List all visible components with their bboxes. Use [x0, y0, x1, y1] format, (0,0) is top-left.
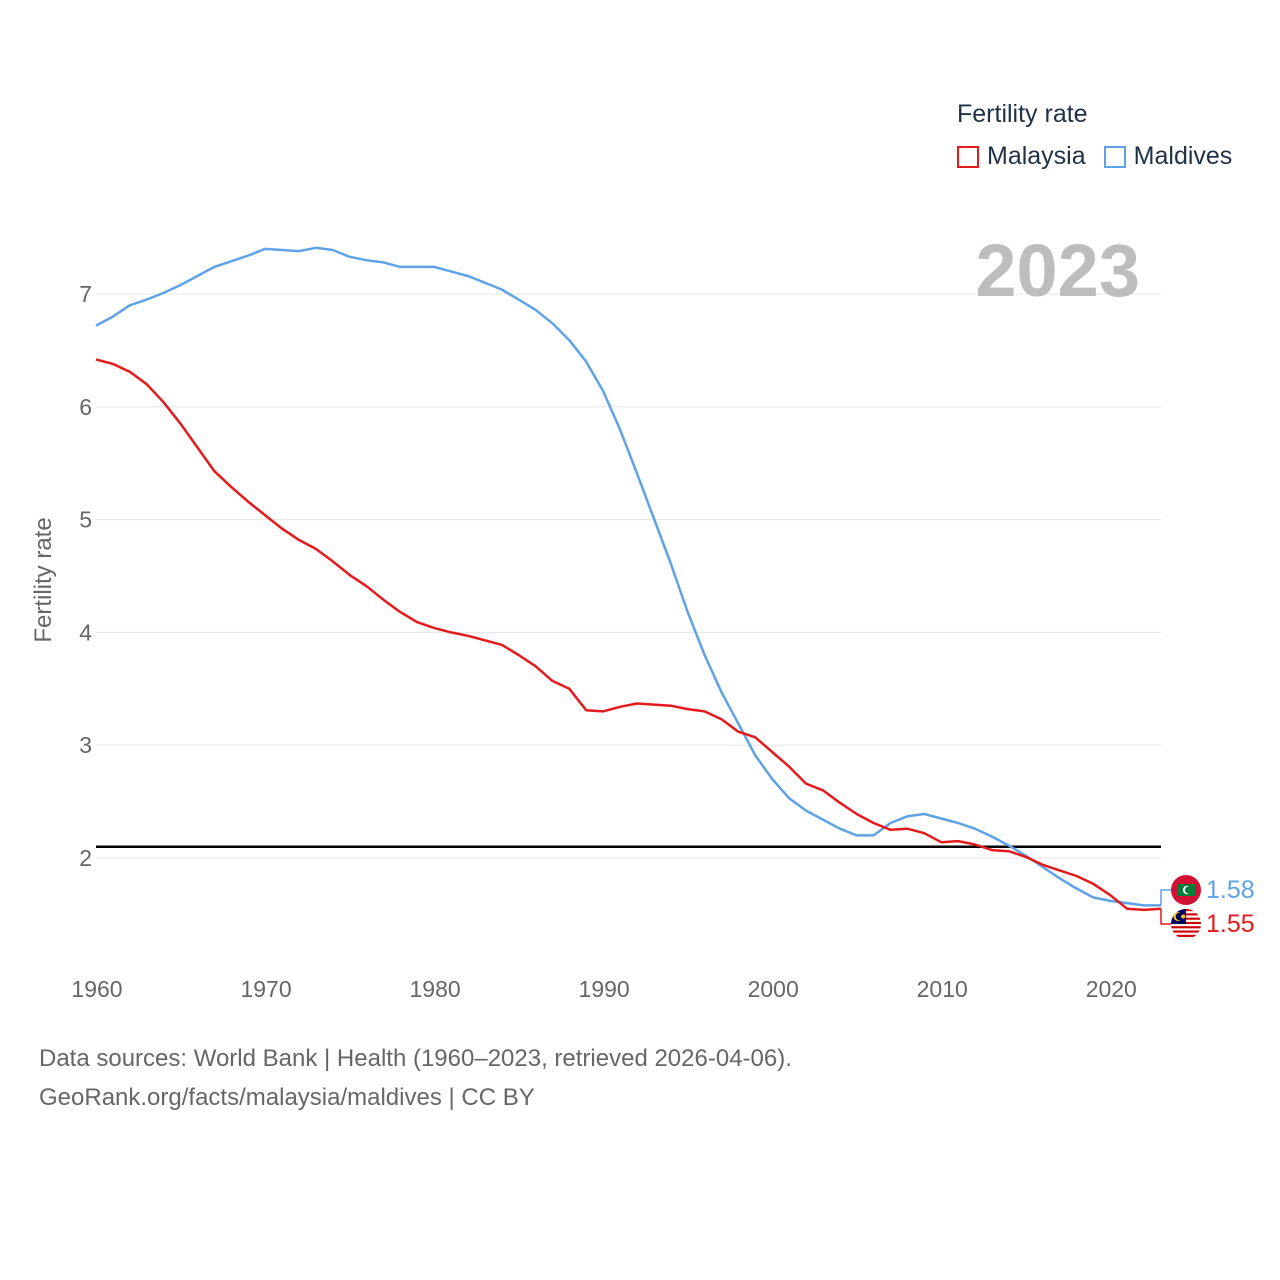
end-markers: 1.55 1.58 — [1160, 875, 1255, 939]
x-tick-label: 1980 — [410, 976, 461, 1002]
y-axis-ticks: 2 3 4 5 6 7 — [79, 281, 92, 871]
legend-title: Fertility rate — [957, 100, 1088, 128]
legend-label-malaysia: Malaysia — [987, 142, 1086, 170]
y-tick-label: 7 — [79, 281, 92, 307]
x-axis-ticks: 1960 1970 1980 1990 2000 2010 2020 — [71, 976, 1136, 1002]
legend-label-maldives: Maldives — [1133, 142, 1233, 170]
legend-swatch-malaysia — [957, 145, 979, 168]
end-value-label-malaysia: 1.55 — [1206, 910, 1255, 938]
footer-attribution[interactable]: GeoRank.org/facts/malaysia/maldives | CC… — [39, 1084, 535, 1111]
x-tick-label: 1960 — [71, 976, 122, 1002]
year-stamp: 2023 — [975, 229, 1140, 312]
end-connector-malaysia — [1160, 908, 1171, 925]
x-tick-label: 2020 — [1086, 976, 1137, 1002]
flag-maldives — [1171, 875, 1201, 905]
legend-swatch-maldives — [1103, 145, 1126, 168]
series-lines — [95, 246, 1162, 912]
x-tick-label: 2000 — [748, 976, 799, 1002]
y-tick-label: 4 — [79, 619, 92, 645]
x-tick-label: 1990 — [579, 976, 630, 1002]
y-tick-label: 5 — [79, 507, 92, 533]
gridlines — [96, 293, 1161, 859]
y-axis-label: Fertility rate — [30, 517, 57, 642]
x-tick-label: 2010 — [917, 976, 968, 1002]
footer-sources: Data sources: World Bank | Health (1960–… — [39, 1045, 792, 1072]
legend-item-malaysia[interactable]: Malaysia — [957, 142, 1086, 171]
end-value-label-maldives: 1.58 — [1206, 876, 1255, 904]
y-tick-label: 6 — [79, 394, 92, 420]
legend: Malaysia Maldives — [957, 142, 1250, 171]
y-tick-label: 2 — [79, 845, 92, 871]
series-line-malaysia — [95, 358, 1162, 912]
y-tick-label: 3 — [79, 732, 92, 758]
x-tick-label: 1970 — [240, 976, 291, 1002]
legend-item-maldives[interactable]: Maldives — [1103, 142, 1233, 171]
end-connector-maldives — [1160, 889, 1171, 906]
series-line-maldives — [95, 246, 1161, 907]
flag-malaysia — [1171, 909, 1201, 939]
